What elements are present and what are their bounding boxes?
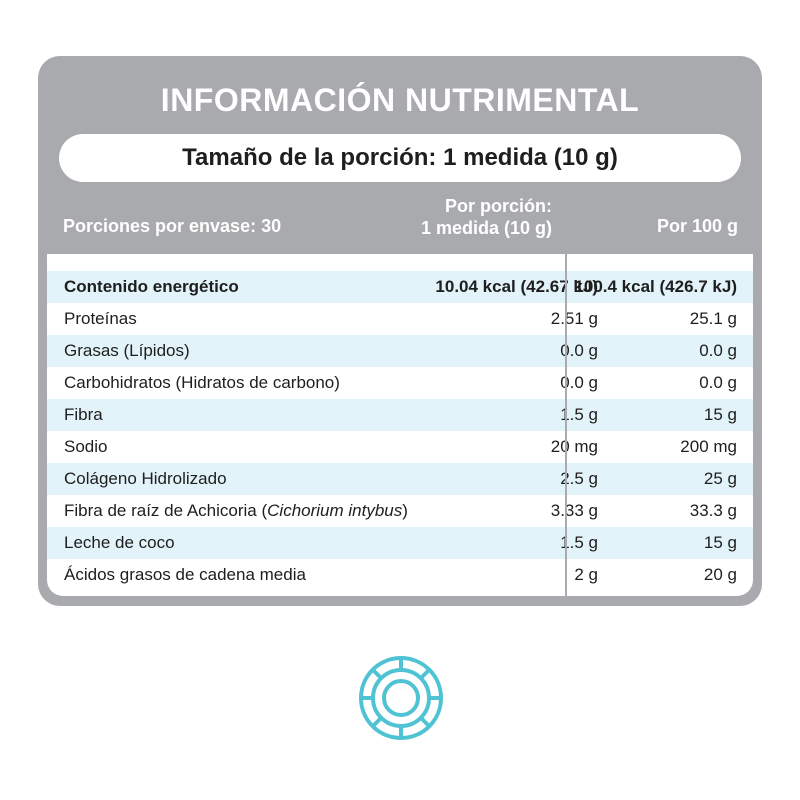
per-serving-header: Por porción: 1 medida (10 g) [421,195,552,239]
per-100g-value: 0.0 g [699,341,737,360]
table-row: Sodio 20 mg 200 mg [47,431,753,463]
column-divider [565,254,567,596]
table-row: Fibra de raíz de Achicoria (Cichorium in… [47,495,753,527]
per-100g-value: 15 g [703,533,737,552]
nutrition-table: Contenido energético 10.04 kcal (42.67 k… [47,254,753,596]
per-serving-value: 0.0 g [560,341,598,360]
per-serving-value: 2 g [574,565,598,584]
per-100g-value: 25 g [703,469,737,488]
table-row: Grasas (Lípidos) 0.0 g 0.0 g [47,335,753,367]
per-100g-value: 200 mg [680,437,737,456]
serving-size-text: Tamaño de la porción: 1 medida (10 g) [182,144,618,171]
per-serving-value: 10.04 kcal (42.67 kJ) [435,277,598,296]
per-100g-header: Por 100 g [656,216,738,236]
table-row: Fibra 1.5 g 15 g [47,399,753,431]
nutrient-label-scientific: Cichorium intybus [267,501,403,520]
table-row: Contenido energético 10.04 kcal (42.67 k… [47,271,753,303]
table-row: Colágeno Hidrolizado 2.5 g 25 g [47,463,753,495]
table-row: Ácidos grasos de cadena media 2 g 20 g [47,559,753,591]
nutrient-label-start: Fibra de raíz de Achicoria ( [64,501,268,520]
per-serving-value: 2.51 g [550,309,598,328]
table-row: Carbohidratos (Hidratos de carbono) 0.0 … [47,367,753,399]
nutrient-label: Sodio [64,437,108,456]
per-serving-value: 2.5 g [560,469,598,488]
serving-size-pill: Tamaño de la porción: 1 medida (10 g) [59,134,741,182]
per-serving-value: 3.33 g [550,501,598,520]
nutrient-label: Proteínas [64,309,137,328]
per-serving-value: 1.5 g [560,405,598,424]
per-serving-header-line2: 1 medida (10 g) [420,218,552,238]
per-serving-value: 1.5 g [560,533,598,552]
per-serving-value: 20 mg [550,437,598,456]
nutrient-label: Colágeno Hidrolizado [64,469,227,488]
per-100g-value: 100.4 kcal (426.7 kJ) [574,277,737,296]
nutrient-label: Ácidos grasos de cadena media [64,565,306,584]
table-row: Leche de coco 1.5 g 15 g [47,527,753,559]
nutrient-label-end: ) [402,501,408,520]
per-serving-value: 0.0 g [560,373,598,392]
per-100g-value: 33.3 g [689,501,737,520]
nutrient-label: Fibra [64,405,103,424]
nutrient-label: Fibra de raíz de Achicoria (Cichorium in… [64,501,408,521]
per-100g-value: 25.1 g [689,309,737,328]
nutrient-label: Grasas (Lípidos) [64,341,190,360]
per-100g-value: 0.0 g [699,373,737,392]
per-100g-value: 20 g [703,565,737,584]
per-serving-header-line1: Por porción: [445,196,552,216]
nutrient-label: Contenido energético [64,277,239,296]
per-100g-value: 15 g [703,405,737,424]
table-row: Proteínas 2.51 g 25.1 g [47,303,753,335]
page-title: INFORMACIÓN NUTRIMENTAL [160,82,640,118]
coconut-slice-icon [359,656,443,740]
servings-per-container-header: Porciones por envase: 30 [63,216,282,236]
nutrient-label: Carbohidratos (Hidratos de carbono) [64,373,340,392]
nutrient-label: Leche de coco [64,533,175,552]
